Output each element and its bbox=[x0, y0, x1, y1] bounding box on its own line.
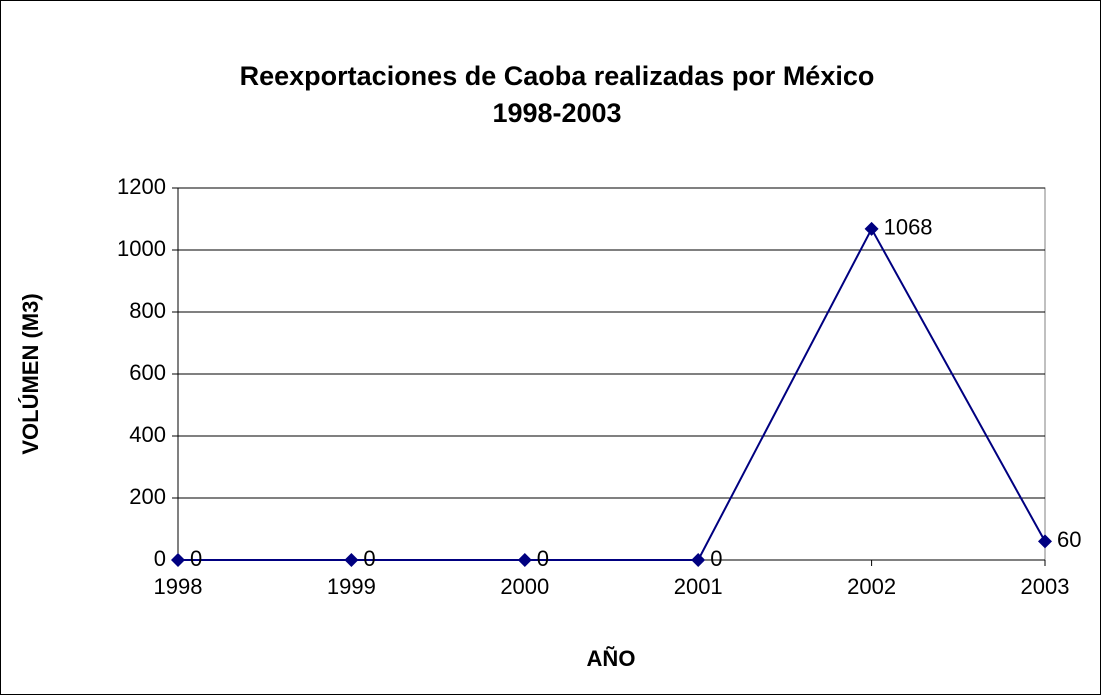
y-tick-label: 0 bbox=[154, 546, 166, 571]
x-tick-label: 1998 bbox=[154, 574, 203, 599]
x-tick-label: 2001 bbox=[674, 574, 723, 599]
data-point bbox=[517, 553, 532, 567]
data-label: 0 bbox=[190, 546, 202, 571]
x-tick-label: 1999 bbox=[327, 574, 376, 599]
y-axis-title: VOLÚMEN (M3) bbox=[18, 293, 43, 454]
y-tick-label: 1200 bbox=[117, 174, 166, 199]
data-label: 1068 bbox=[884, 215, 933, 240]
chart-title: Reexportaciones de Caoba realizadas por … bbox=[240, 61, 875, 91]
data-point bbox=[864, 221, 879, 236]
data-point bbox=[344, 553, 359, 567]
data-label: 0 bbox=[710, 546, 722, 571]
x-tick-label: 2002 bbox=[847, 574, 896, 599]
data-label: 0 bbox=[363, 546, 375, 571]
x-tick-label: 2003 bbox=[1021, 574, 1070, 599]
y-tick-label: 800 bbox=[129, 298, 166, 323]
data-point bbox=[691, 553, 706, 567]
x-tick-label: 2000 bbox=[500, 574, 549, 599]
chart-title: 1998-2003 bbox=[492, 98, 621, 128]
data-line bbox=[178, 226, 1046, 561]
data-point bbox=[1038, 534, 1052, 549]
x-axis-title: AÑO bbox=[587, 646, 636, 671]
data-label: 0 bbox=[537, 546, 549, 571]
y-tick-label: 200 bbox=[129, 484, 166, 509]
y-tick-label: 600 bbox=[129, 360, 166, 385]
y-tick-label: 1000 bbox=[117, 236, 166, 261]
data-label: 60 bbox=[1057, 527, 1081, 552]
data-point bbox=[171, 553, 185, 567]
y-tick-label: 400 bbox=[129, 422, 166, 447]
